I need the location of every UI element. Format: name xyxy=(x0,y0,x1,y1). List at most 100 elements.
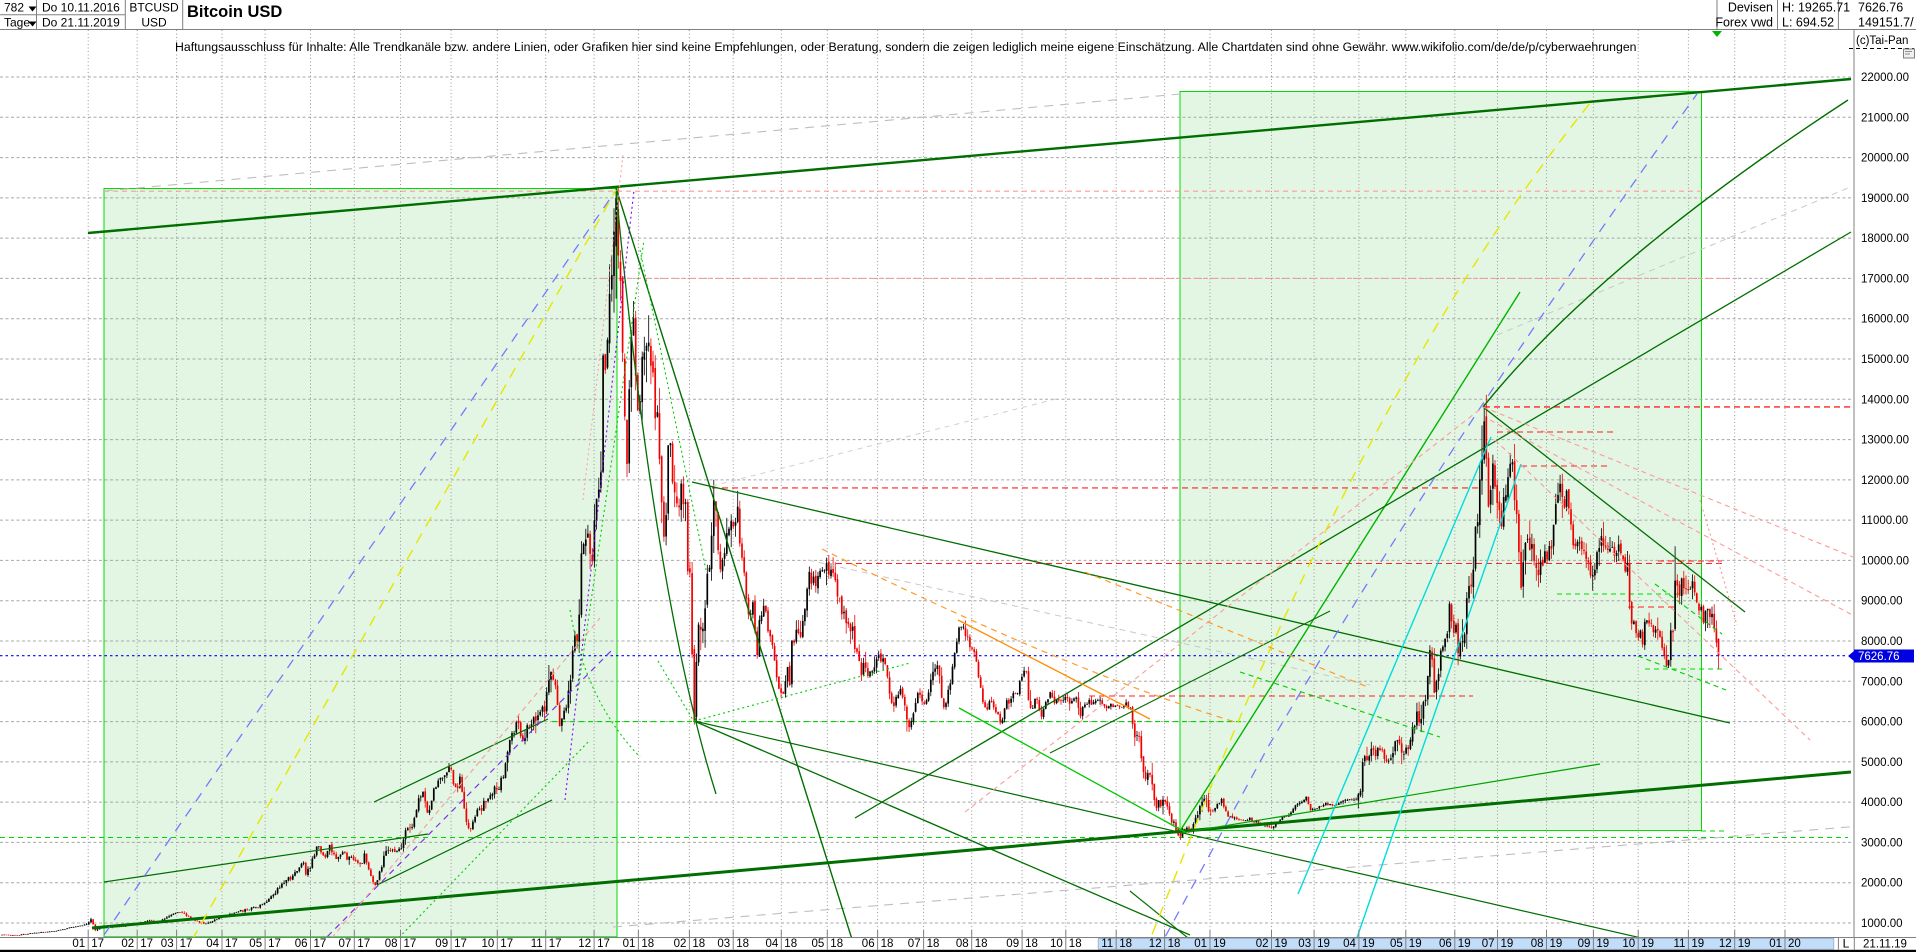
svg-text:7626.76: 7626.76 xyxy=(1858,1,1903,15)
svg-text:20: 20 xyxy=(1788,938,1801,950)
svg-text:USD: USD xyxy=(141,16,167,30)
svg-text:18: 18 xyxy=(736,938,749,950)
svg-text:18: 18 xyxy=(830,938,843,950)
svg-text:L: L xyxy=(1843,937,1850,951)
svg-text:19: 19 xyxy=(1317,938,1330,950)
svg-text:04: 04 xyxy=(766,938,779,950)
svg-text:06: 06 xyxy=(862,938,875,950)
svg-text:06: 06 xyxy=(1439,938,1452,950)
svg-text:Do 21.11.2019: Do 21.11.2019 xyxy=(42,16,120,30)
svg-text:149151.7/: 149151.7/ xyxy=(1858,16,1914,30)
svg-text:17000.00: 17000.00 xyxy=(1861,273,1909,285)
svg-text:20000.00: 20000.00 xyxy=(1861,153,1909,165)
svg-text:19: 19 xyxy=(1275,938,1288,950)
svg-text:19000.00: 19000.00 xyxy=(1861,193,1909,205)
svg-text:05: 05 xyxy=(1390,938,1403,950)
svg-text:07: 07 xyxy=(1482,938,1495,950)
svg-text:Bitcoin USD: Bitcoin USD xyxy=(187,3,282,21)
svg-text:17: 17 xyxy=(268,938,281,950)
svg-text:Do 10.11.2016: Do 10.11.2016 xyxy=(42,1,120,15)
svg-text:BTCUSD: BTCUSD xyxy=(129,1,179,15)
svg-text:17: 17 xyxy=(314,938,327,950)
svg-text:09: 09 xyxy=(435,938,448,950)
svg-text:05: 05 xyxy=(249,938,262,950)
svg-text:17: 17 xyxy=(180,938,193,950)
svg-text:17: 17 xyxy=(454,938,467,950)
svg-text:8000.00: 8000.00 xyxy=(1861,636,1903,648)
svg-text:10: 10 xyxy=(482,938,495,950)
svg-text:02: 02 xyxy=(674,938,687,950)
svg-text:11: 11 xyxy=(1673,938,1685,950)
svg-text:H: 19265.71: H: 19265.71 xyxy=(1782,1,1850,15)
svg-text:6000.00: 6000.00 xyxy=(1861,717,1903,729)
svg-text:18: 18 xyxy=(975,938,988,950)
svg-text:782: 782 xyxy=(4,1,24,15)
svg-text:19: 19 xyxy=(1738,938,1751,950)
svg-text:17: 17 xyxy=(225,938,238,950)
svg-text:18: 18 xyxy=(641,938,654,950)
svg-text:17: 17 xyxy=(404,938,417,950)
svg-text:12: 12 xyxy=(1149,938,1162,950)
svg-text:18: 18 xyxy=(927,938,940,950)
svg-text:Tage: Tage xyxy=(4,16,30,30)
svg-text:3000.00: 3000.00 xyxy=(1861,837,1903,849)
svg-text:17: 17 xyxy=(91,938,104,950)
svg-text:19: 19 xyxy=(1409,938,1422,950)
svg-text:19: 19 xyxy=(1641,938,1654,950)
svg-text:21.11.19: 21.11.19 xyxy=(1863,939,1907,951)
svg-text:12: 12 xyxy=(1719,938,1732,950)
svg-text:03: 03 xyxy=(1298,938,1311,950)
svg-text:10: 10 xyxy=(1622,938,1635,950)
svg-text:11: 11 xyxy=(1101,938,1113,950)
svg-text:07: 07 xyxy=(339,938,352,950)
svg-text:(c)Tai-Pan: (c)Tai-Pan xyxy=(1856,35,1908,47)
svg-text:03: 03 xyxy=(161,938,174,950)
svg-text:4000.00: 4000.00 xyxy=(1861,797,1903,809)
svg-text:18: 18 xyxy=(881,938,894,950)
svg-text:11000.00: 11000.00 xyxy=(1861,515,1908,527)
svg-text:19: 19 xyxy=(1596,938,1609,950)
svg-text:11: 11 xyxy=(531,938,543,950)
svg-text:09: 09 xyxy=(1006,938,1019,950)
svg-text:03: 03 xyxy=(717,938,730,950)
svg-text:12000.00: 12000.00 xyxy=(1861,475,1909,487)
svg-text:19: 19 xyxy=(1213,938,1226,950)
svg-text:17: 17 xyxy=(549,938,562,950)
svg-text:07: 07 xyxy=(908,938,921,950)
svg-text:18000.00: 18000.00 xyxy=(1861,233,1909,245)
svg-text:16000.00: 16000.00 xyxy=(1861,314,1909,326)
svg-text:10: 10 xyxy=(1050,938,1063,950)
svg-text:04: 04 xyxy=(206,938,219,950)
svg-text:9000.00: 9000.00 xyxy=(1861,596,1903,608)
svg-text:18: 18 xyxy=(1025,938,1038,950)
svg-text:01: 01 xyxy=(72,938,85,950)
svg-text:Forex vwd: Forex vwd xyxy=(1715,16,1773,30)
svg-text:17: 17 xyxy=(357,938,370,950)
svg-text:19: 19 xyxy=(1501,938,1514,950)
svg-text:2000.00: 2000.00 xyxy=(1861,878,1903,890)
svg-text:12: 12 xyxy=(578,938,591,950)
svg-text:15000.00: 15000.00 xyxy=(1861,354,1909,366)
svg-text:21000.00: 21000.00 xyxy=(1861,112,1909,124)
svg-text:02: 02 xyxy=(121,938,134,950)
svg-text:01: 01 xyxy=(623,938,636,950)
svg-text:17: 17 xyxy=(597,938,610,950)
svg-text:04: 04 xyxy=(1343,938,1356,950)
svg-text:01: 01 xyxy=(1769,938,1782,950)
svg-text:08: 08 xyxy=(956,938,969,950)
svg-text:10000.00: 10000.00 xyxy=(1861,555,1909,567)
svg-text:01: 01 xyxy=(1194,938,1207,950)
svg-text:19: 19 xyxy=(1550,938,1563,950)
svg-text:19: 19 xyxy=(1458,938,1471,950)
svg-text:L: 694.52: L: 694.52 xyxy=(1782,16,1834,30)
svg-text:13000.00: 13000.00 xyxy=(1861,435,1909,447)
svg-text:17: 17 xyxy=(500,938,513,950)
svg-text:Haftungsausschluss für Inhalte: Haftungsausschluss für Inhalte: Alle Tre… xyxy=(175,40,1637,54)
svg-text:02: 02 xyxy=(1256,938,1269,950)
svg-text:18: 18 xyxy=(1069,938,1082,950)
svg-text:5000.00: 5000.00 xyxy=(1861,757,1903,769)
svg-text:14000.00: 14000.00 xyxy=(1861,394,1909,406)
svg-text:06: 06 xyxy=(295,938,308,950)
svg-text:18: 18 xyxy=(692,938,705,950)
svg-text:19: 19 xyxy=(1362,938,1375,950)
